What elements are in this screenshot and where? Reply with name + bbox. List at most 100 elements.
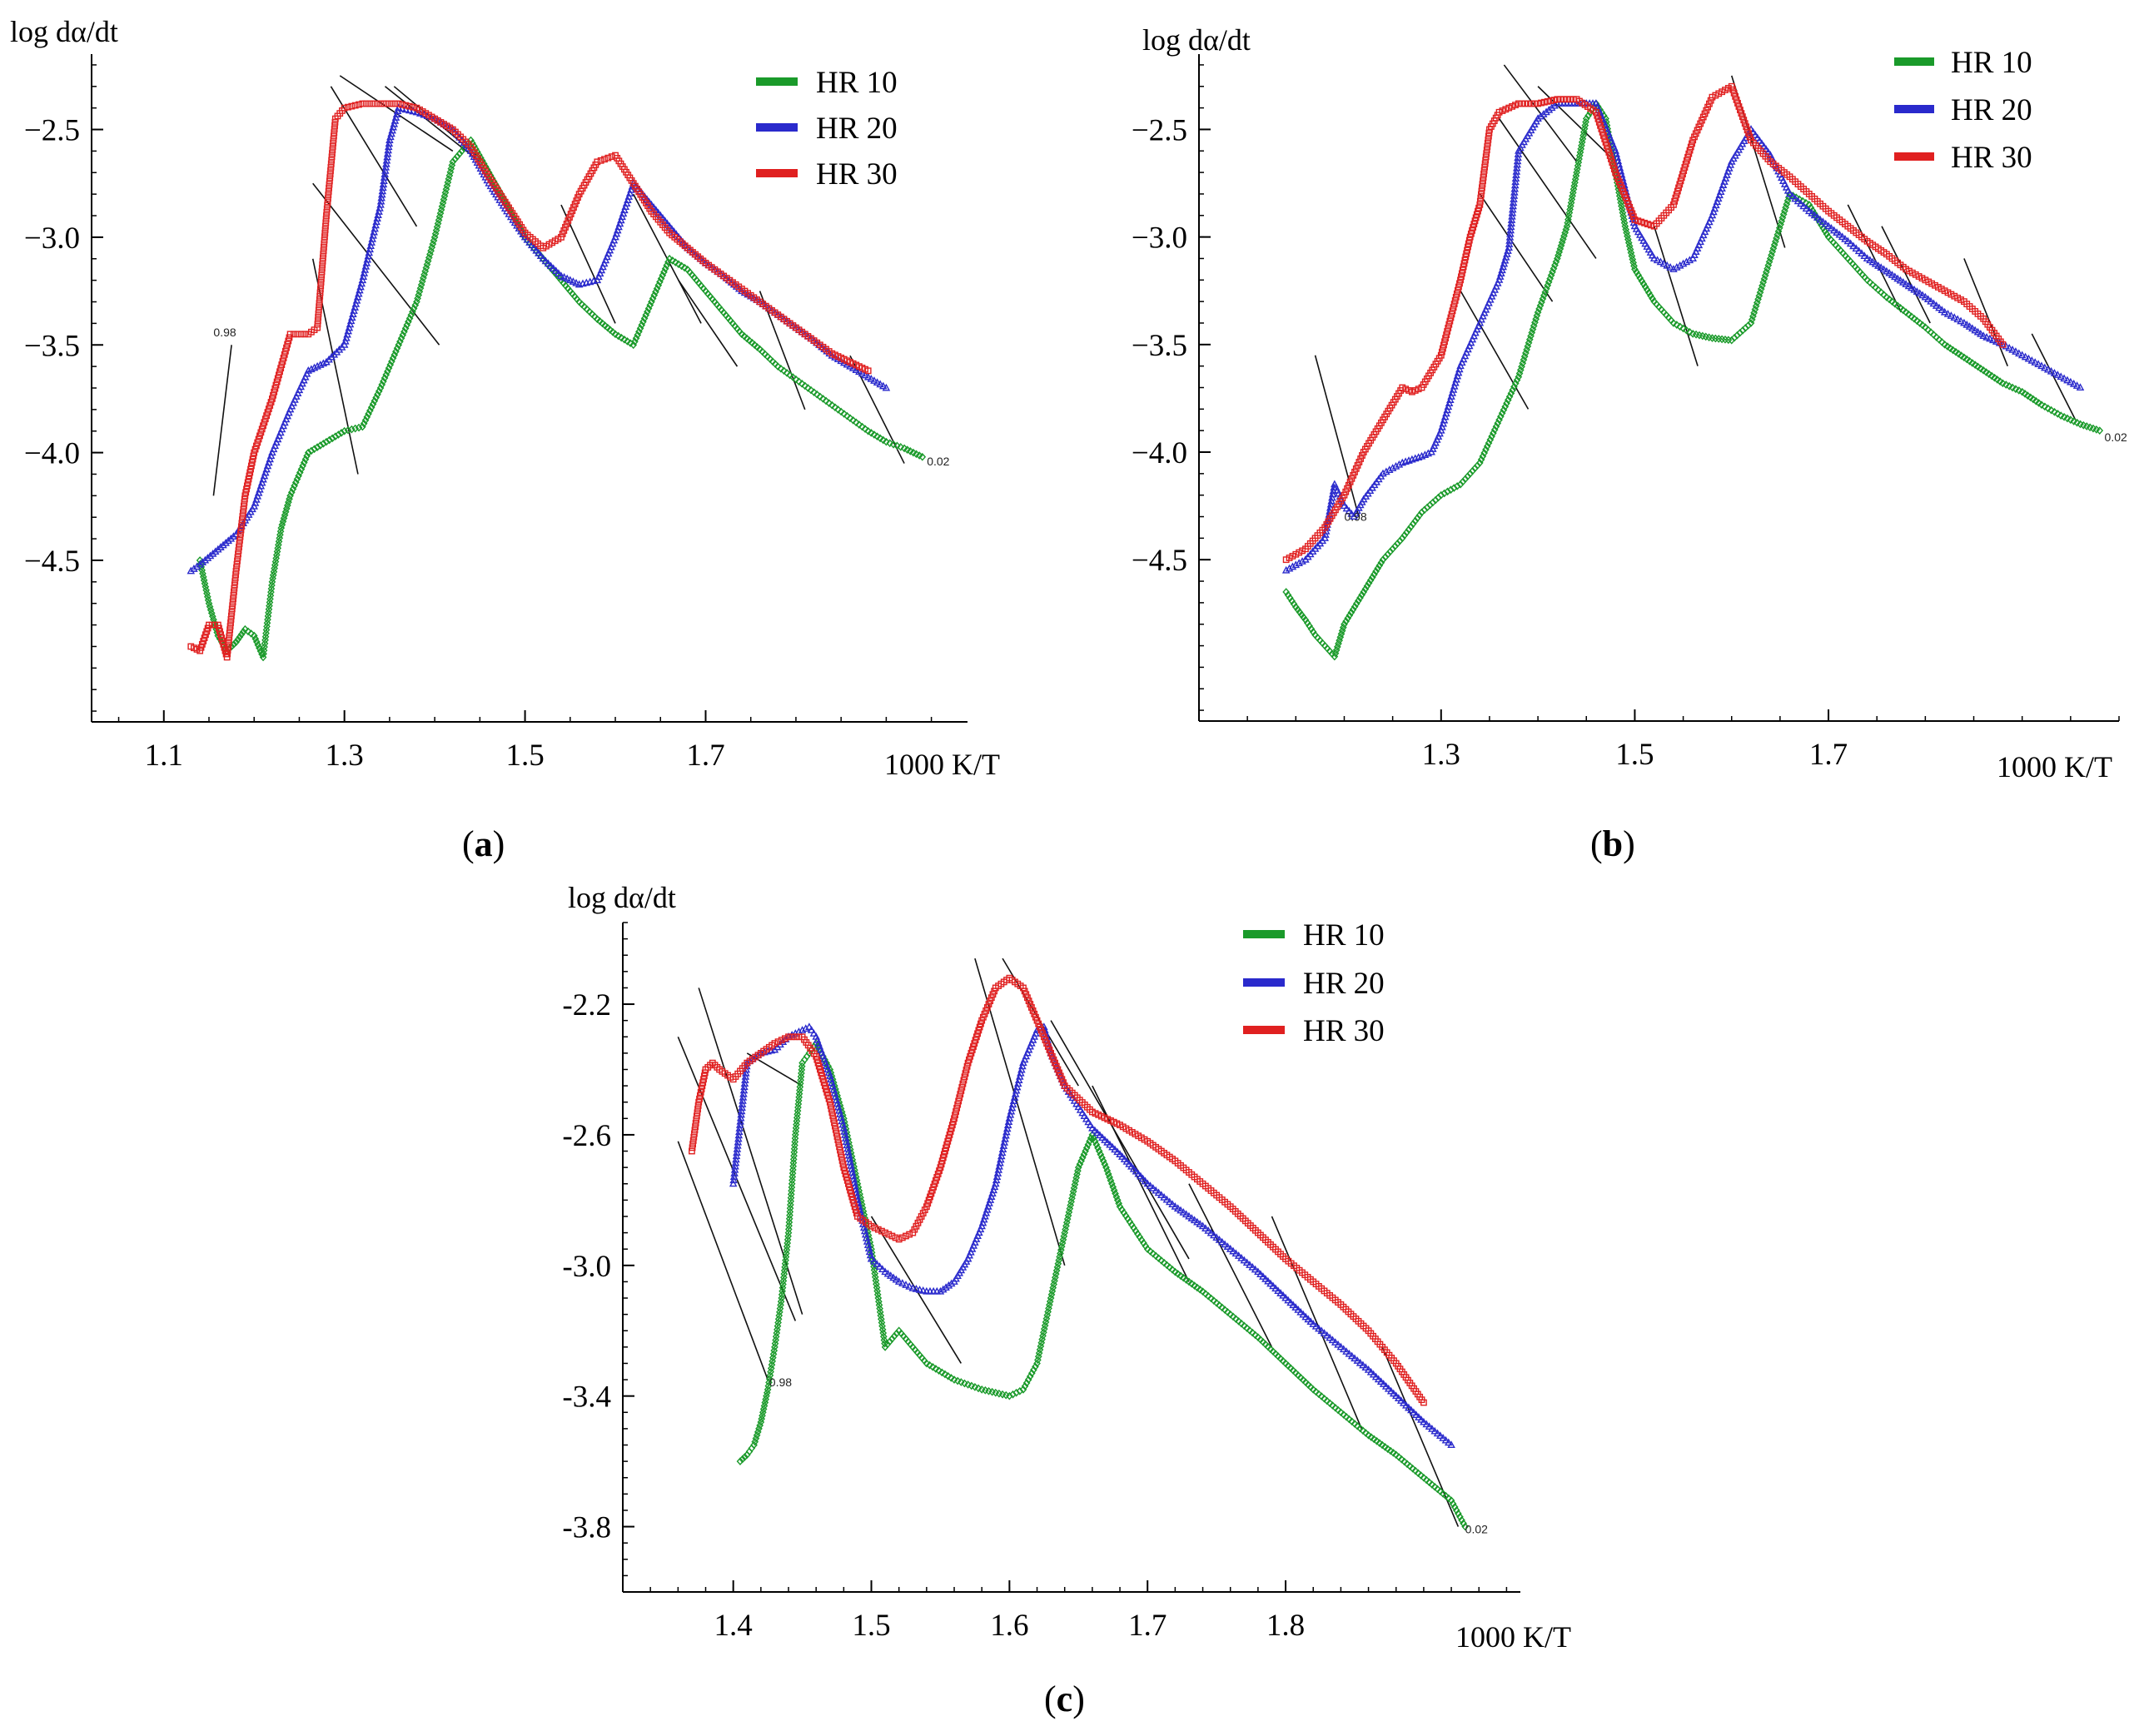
panel-b-point: [1986, 334, 1994, 342]
panel-c-point: [734, 1134, 743, 1142]
panel-a-point: [279, 358, 286, 365]
panel-a-point: [231, 578, 239, 585]
panel-b-point: [1438, 348, 1445, 356]
panel-c-point: [981, 1010, 988, 1017]
panel-c-point: [926, 1360, 933, 1370]
panel-c-point: [784, 1231, 792, 1241]
panel-c-point: [878, 1318, 886, 1327]
panel-c-point: [1369, 1370, 1378, 1378]
panel-b-point: [1692, 130, 1699, 137]
panel-c-point: [837, 1147, 843, 1154]
panel-a-point: [324, 198, 331, 206]
panel-c-point: [953, 1108, 960, 1115]
panel-b-point: [1833, 228, 1841, 236]
panel-a-point: [244, 627, 252, 636]
panel-b-point: [1602, 139, 1609, 146]
panel-a-iso-line: [560, 204, 616, 324]
panel-a-point: [569, 277, 578, 285]
panel-c-point: [890, 1331, 898, 1341]
panel-a-point: [557, 271, 565, 279]
panel-a-point: [316, 300, 323, 307]
panel-a-point: [252, 638, 261, 646]
panel-c-point: [1336, 1342, 1346, 1350]
panel-a-point: [316, 303, 323, 311]
panel-b-point: [1379, 469, 1387, 477]
panel-a-point: [864, 426, 873, 435]
panel-b-point: [1448, 389, 1457, 396]
panel-b-point: [1510, 184, 1520, 192]
panel-b-point: [1510, 195, 1518, 202]
panel-b-point: [2063, 376, 2072, 384]
panel-a-point: [341, 336, 350, 345]
panel-c-point: [789, 1161, 797, 1171]
panel-b-iso-line: [1479, 193, 1554, 302]
panel-c-point: [797, 1072, 805, 1081]
panel-c-point: [934, 1171, 942, 1177]
panel-a-series-hr-30: [187, 100, 872, 661]
panel-c-point: [940, 1151, 948, 1158]
panel-b-point: [1484, 143, 1491, 150]
panel-b-point: [1348, 475, 1356, 482]
panel-c-point: [794, 1100, 803, 1108]
panel-b-point: [1743, 123, 1750, 131]
panel-c-point: [789, 1158, 798, 1167]
panel-c-point: [737, 1110, 745, 1118]
panel-a-point: [886, 439, 894, 448]
panel-a-point: [864, 367, 872, 375]
panel-c-point: [740, 1082, 749, 1091]
panel-b-point: [1910, 314, 1918, 323]
panel-c-point: [795, 1092, 803, 1102]
panel-b-point: [1442, 409, 1450, 417]
panel-c-point: [736, 1457, 744, 1465]
panel-b-point: [1685, 150, 1693, 157]
panel-b-y-tick-label: −4.5: [1132, 544, 1187, 578]
panel-c-point: [983, 1004, 991, 1011]
panel-c-point: [689, 1141, 697, 1148]
panel-b-point: [1351, 602, 1359, 611]
panel-b-point: [1791, 194, 1799, 202]
panel-a-point: [380, 173, 389, 181]
panel-c-point: [916, 1216, 923, 1223]
panel-b-point: [1514, 153, 1522, 162]
panel-a-point: [867, 429, 875, 437]
panel-a-point: [889, 440, 898, 449]
panel-b-point: [2024, 354, 2033, 362]
panel-c-point: [975, 1027, 982, 1034]
panel-a-point: [316, 441, 325, 450]
panel-c-point: [919, 1210, 927, 1216]
panel-c-point: [1304, 1315, 1312, 1323]
panel-a-point: [280, 355, 287, 361]
panel-c-point: [1099, 1157, 1107, 1166]
panel-b-legend: HR 10 HR 20 HR 30: [1894, 46, 2032, 175]
panel-b-point: [1656, 257, 1665, 266]
panel-a-point: [256, 432, 263, 440]
panel-a-point: [257, 429, 265, 436]
panel-c-point: [1417, 1415, 1425, 1423]
panel-c-point: [927, 1193, 933, 1201]
panel-c-point: [908, 1283, 918, 1291]
panel-c-point: [1092, 1140, 1101, 1149]
panel-b-point: [1950, 313, 1959, 321]
panel-c-point: [1428, 1425, 1436, 1432]
panel-b-point: [1506, 222, 1515, 231]
panel-a-point: [260, 422, 266, 430]
panel-c-point: [693, 1116, 700, 1123]
panel-b-point: [1649, 254, 1659, 261]
panel-b-point: [1389, 545, 1396, 554]
panel-b-point: [1368, 573, 1376, 582]
panel-c-point: [878, 1227, 885, 1235]
panel-b-point: [2037, 361, 2046, 370]
panel-a-point: [317, 282, 325, 290]
panel-c-point: [778, 1291, 786, 1299]
panel-b-point: [1480, 170, 1487, 177]
panel-a-point: [780, 366, 788, 376]
panel-c-point: [788, 1186, 795, 1196]
panel-a-point: [383, 149, 392, 157]
panel-c-point: [1094, 1143, 1102, 1152]
panel-a-point: [620, 335, 629, 344]
panel-a-point: [247, 629, 255, 638]
panel-c-point: [813, 1052, 820, 1060]
panel-b-point: [1471, 464, 1479, 473]
panel-c-point: [992, 1176, 1001, 1184]
